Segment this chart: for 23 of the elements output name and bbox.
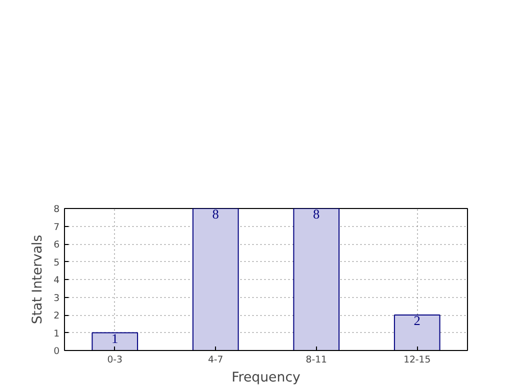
bar: [394, 314, 440, 350]
y-tick-label: 7: [54, 222, 60, 233]
y-tick-label: 4: [54, 275, 60, 286]
y-tick-label: 1: [54, 328, 60, 340]
x-tick-label: 4-7: [208, 354, 224, 366]
bar: [92, 332, 138, 350]
x-axis-title: Frequency: [232, 370, 301, 386]
data-label: 1: [112, 330, 118, 346]
data-label: 2: [414, 313, 420, 328]
x-tick-label: 0-3: [107, 354, 123, 366]
data-label: 8: [212, 206, 220, 222]
y-tick-label: 5: [54, 257, 60, 268]
y-axis-title: Stat Intervals: [30, 234, 46, 324]
y-tick-label: 2: [54, 310, 60, 322]
y-tick-label: 3: [54, 292, 60, 304]
x-tick-label: 12-15: [404, 354, 431, 366]
x-tick-label: 8-11: [306, 354, 328, 366]
y-tick-label: 6: [54, 240, 60, 250]
y-tick-label: 0: [54, 346, 60, 357]
data-label: 8: [313, 206, 320, 222]
bar: [192, 208, 239, 350]
y-tick-label: 8: [54, 204, 60, 215]
bar: [293, 208, 340, 350]
